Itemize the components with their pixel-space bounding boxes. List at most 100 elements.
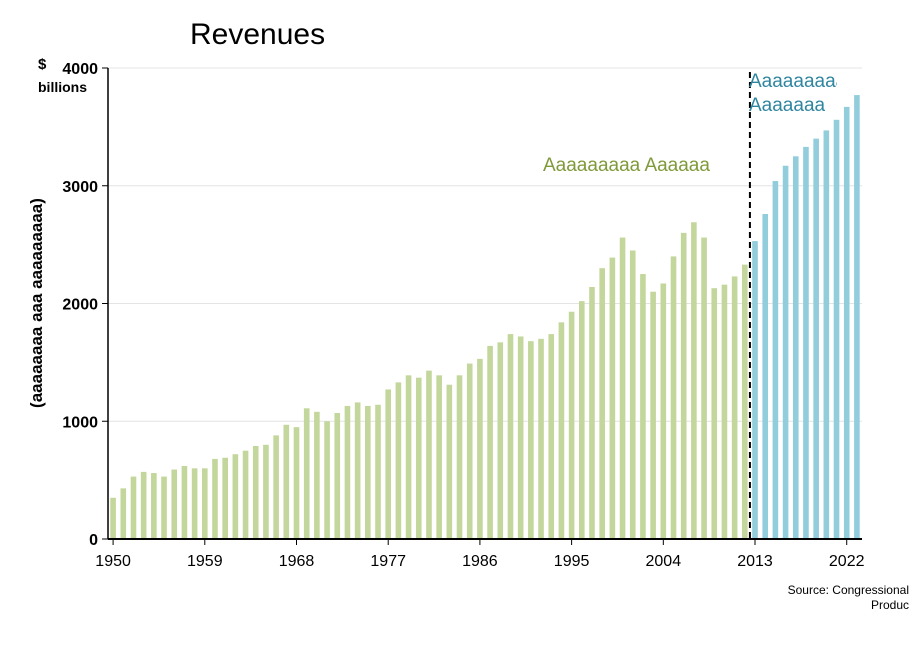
- bar-1974: [354, 402, 361, 539]
- projected-label-line-1: Aaaaaaaaa: [749, 71, 837, 92]
- bar-1962: [232, 454, 239, 539]
- y-unit-symbol: $: [38, 56, 47, 73]
- bar-1965: [263, 444, 269, 539]
- bar-2004: [660, 283, 667, 539]
- actual-series-label: Aaaaaaaaa Aaaaaa: [543, 155, 710, 176]
- bar-1994: [558, 322, 565, 539]
- x-tick-label: 1959: [187, 553, 223, 570]
- bar-1998: [599, 268, 605, 539]
- y-tick-label: 4000: [62, 61, 98, 78]
- bar-1991: [528, 341, 534, 539]
- bar-1975: [365, 405, 371, 539]
- y-tick-label: 2000: [62, 297, 98, 314]
- bar-1968: [293, 427, 300, 539]
- source-line-2: Produc: [870, 598, 909, 612]
- bar-1979: [405, 375, 412, 539]
- bar-2018: [803, 146, 809, 539]
- bar-1954: [151, 473, 157, 539]
- bar-2013: [752, 241, 758, 539]
- x-tick-label: 1977: [370, 553, 406, 570]
- bars: [110, 95, 860, 540]
- bar-2007: [691, 222, 697, 539]
- bar-1984: [456, 375, 463, 539]
- bar-1981: [426, 370, 432, 539]
- bar-1995: [568, 311, 575, 539]
- bar-1953: [140, 471, 147, 539]
- bar-2009: [711, 288, 718, 539]
- bar-1978: [395, 382, 402, 539]
- y-axis-label: (aaaaaaaa aaa aaaaaaaaa): [27, 198, 46, 408]
- x-tick-label: 1968: [279, 553, 315, 570]
- x-tick-label: 1995: [554, 553, 590, 570]
- y-tick-label: 1000: [62, 414, 98, 431]
- bar-1950: [110, 497, 116, 539]
- bar-2002: [640, 274, 646, 539]
- bar-1982: [436, 375, 442, 539]
- bar-2014: [762, 214, 769, 539]
- bar-1987: [487, 345, 493, 539]
- source-note: Source: Congressional Produc: [759, 583, 909, 613]
- bar-2006: [680, 232, 687, 539]
- x-tick-label: 1986: [462, 553, 498, 570]
- bar-2010: [721, 284, 728, 539]
- x-tick-label: 2004: [646, 553, 682, 570]
- bar-1952: [130, 476, 137, 539]
- bar-1993: [548, 334, 555, 539]
- bar-1951: [120, 488, 127, 539]
- bar-1970: [314, 411, 320, 539]
- bar-1992: [538, 338, 544, 539]
- bar-1959: [201, 468, 208, 539]
- bar-1976: [375, 404, 381, 539]
- gridlines: [108, 67, 862, 422]
- projected-label-line-2: Aaaaaaa: [749, 95, 826, 116]
- bar-1988: [497, 342, 504, 539]
- x-tick-label: 1950: [95, 553, 131, 570]
- bar-2022: [843, 106, 850, 540]
- bar-2020: [823, 130, 830, 539]
- y-tick-label: 0: [89, 532, 98, 549]
- bar-2023: [854, 95, 860, 540]
- y-tick-label: 3000: [62, 179, 98, 196]
- bar-1999: [609, 257, 616, 539]
- bar-1960: [212, 458, 218, 539]
- bar-2008: [701, 237, 707, 539]
- bar-1980: [415, 377, 422, 539]
- bar-1986: [477, 358, 483, 539]
- bar-1989: [507, 334, 514, 539]
- bar-1958: [191, 468, 198, 539]
- y-tick-labels: 0 1000 2000 3000 4000: [62, 61, 98, 549]
- bar-2011: [731, 276, 738, 539]
- chart-title: Revenues: [190, 18, 326, 51]
- bar-2005: [670, 256, 677, 539]
- bar-1964: [252, 445, 259, 539]
- bar-1966: [273, 435, 279, 539]
- bar-1977: [385, 389, 392, 539]
- projected-series-label: Aaaaaaaaa Aaaaaaa: [749, 70, 837, 118]
- bar-2012: [742, 264, 748, 539]
- source-line-1: Source: Congressional: [787, 583, 909, 597]
- bar-1985: [466, 363, 473, 539]
- bar-1973: [344, 405, 351, 539]
- bar-1972: [334, 413, 341, 539]
- bar-2003: [650, 291, 656, 539]
- bar-1990: [517, 336, 524, 539]
- bar-1955: [161, 476, 167, 539]
- bar-1956: [171, 469, 178, 539]
- bar-1983: [446, 384, 453, 539]
- bar-1997: [589, 287, 595, 539]
- bar-2000: [619, 237, 626, 539]
- bar-2019: [813, 138, 819, 539]
- bar-2017: [792, 156, 799, 539]
- bar-1961: [222, 457, 228, 539]
- bar-1971: [324, 421, 330, 539]
- axes: [102, 67, 862, 545]
- x-tick-labels: 1950 1959 1968 1977 1986 1995 2004 2013 2022: [95, 553, 864, 570]
- bar-1957: [181, 465, 188, 539]
- y-unit-label: billions: [38, 79, 87, 95]
- bar-2016: [782, 165, 789, 540]
- x-tick-label: 2022: [829, 553, 865, 570]
- bar-2015: [772, 181, 779, 540]
- bar-2021: [833, 119, 840, 539]
- bar-1963: [242, 450, 249, 539]
